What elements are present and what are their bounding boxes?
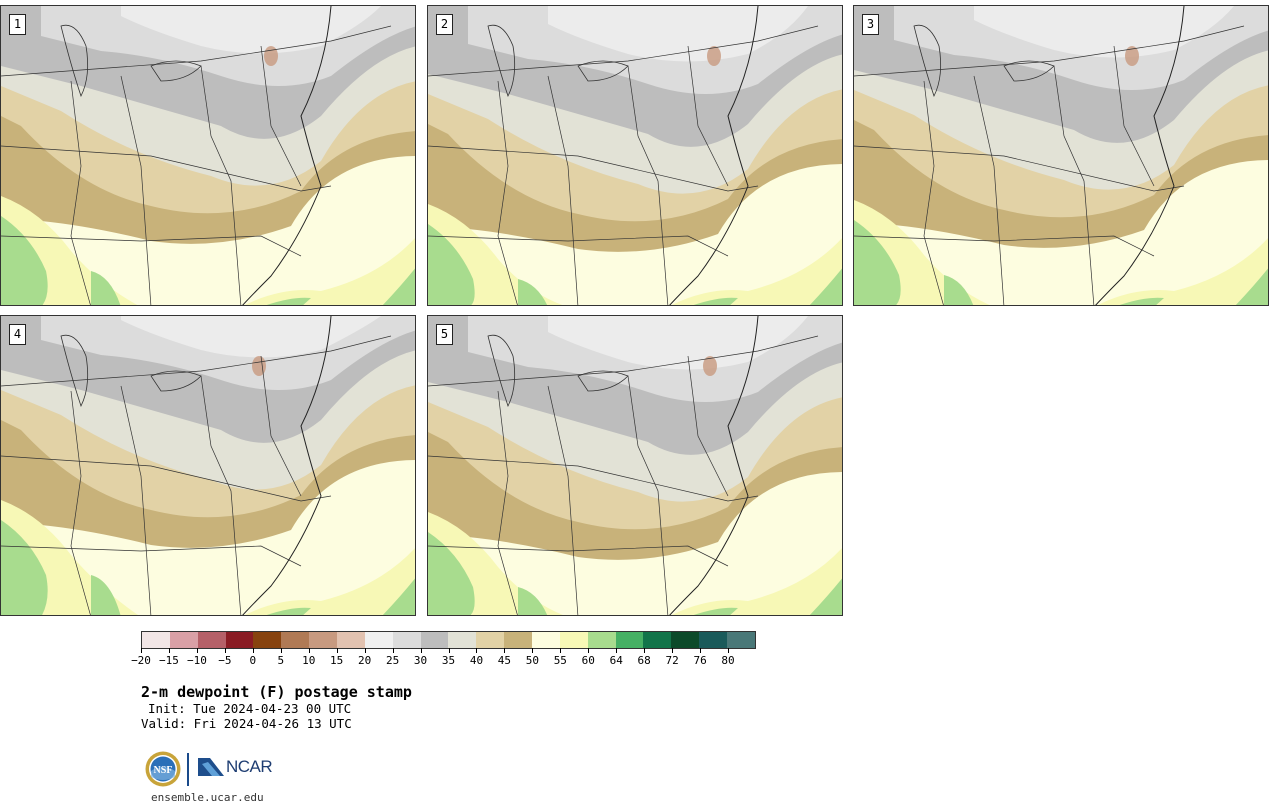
nsf-logo-text: NSF [154, 765, 173, 776]
colorbar-tick-label: 80 [721, 654, 735, 667]
colorbar-tick-label: 10 [302, 654, 316, 667]
colorbar-swatch [337, 632, 365, 648]
colorbar-swatch [587, 632, 616, 648]
colorbar-tick-label: 40 [469, 654, 484, 667]
colorbar-tick-label: 0 [249, 654, 257, 667]
ncar-logo: NCAR [198, 757, 273, 777]
colorbar-swatch [225, 632, 254, 648]
colorbar-tick [700, 648, 702, 653]
colorbar-swatch [532, 632, 560, 648]
site-url: ensemble.ucar.edu [151, 791, 264, 804]
colorbar [141, 631, 756, 649]
colorbar-tick-label: 45 [497, 654, 512, 667]
colorbar-swatch [169, 632, 198, 648]
colorbar-tick [616, 648, 618, 653]
colorbar-tick-label: 15 [330, 654, 344, 667]
colorbar-tick [280, 648, 282, 653]
colorbar-tick-label: 64 [609, 654, 623, 667]
colorbar-tick-label: −5 [218, 654, 232, 667]
colorbar-tick-label: −20 [131, 654, 151, 667]
map-panel-4: 4 [0, 315, 416, 616]
init-time: Init: Tue 2024-04-23 00 UTC [148, 701, 352, 716]
colorbar-tick [141, 648, 142, 653]
colorbar-swatch [392, 632, 421, 648]
colorbar-tick [392, 648, 394, 653]
dewpoint-map [1, 6, 415, 305]
nsf-logo: NSF [145, 751, 181, 787]
colorbar-swatch [504, 632, 533, 648]
colorbar-swatch [727, 632, 755, 648]
colorbar-tick-label: 76 [693, 654, 707, 667]
logo-divider [187, 753, 189, 786]
plot-title: 2-m dewpoint (F) postage stamp [141, 683, 412, 701]
colorbar-swatch [253, 632, 282, 648]
colorbar-tick [448, 648, 450, 653]
dewpoint-map [854, 6, 1268, 305]
dewpoint-map [428, 316, 842, 615]
colorbar-tick-label: 72 [665, 654, 679, 667]
dewpoint-map [1, 316, 415, 615]
colorbar-tick-label: 5 [277, 654, 285, 667]
colorbar-swatch [615, 632, 644, 648]
map-panel-5: 5 [427, 315, 843, 616]
colorbar-tick-label: −15 [159, 654, 179, 667]
panel-number-label: 5 [436, 324, 453, 345]
colorbar-tick-label: 35 [441, 654, 456, 667]
colorbar-tick-label: 25 [385, 654, 400, 667]
colorbar-tick [420, 648, 422, 653]
colorbar-ticks: −20 −15 −10 −5 0 5 10 15 20 25 30 35 40 45 50 55 60 64 68 7… [131, 648, 756, 672]
colorbar-tick [532, 648, 534, 653]
colorbar-swatch [364, 632, 393, 648]
colorbar-tick [672, 648, 674, 653]
colorbar-tick-label: 68 [637, 654, 651, 667]
colorbar-swatch [699, 632, 728, 648]
colorbar-tick [476, 648, 478, 653]
valid-time: Valid: Fri 2024-04-26 13 UTC [141, 716, 352, 731]
colorbar-tick [336, 648, 338, 653]
map-panel-1: 1 [0, 5, 416, 306]
colorbar-swatch [281, 632, 310, 648]
panel-number-label: 4 [9, 324, 26, 345]
colorbar-swatch [671, 632, 700, 648]
colorbar-tick [364, 648, 366, 653]
colorbar-tick-label: 30 [413, 654, 428, 667]
panel-number-label: 3 [862, 14, 879, 35]
colorbar-tick-label: 60 [581, 654, 595, 667]
colorbar-swatch [309, 632, 338, 648]
panel-number-label: 2 [436, 14, 453, 35]
colorbar-tick [168, 648, 170, 653]
colorbar-swatch [142, 632, 170, 648]
colorbar-tick [252, 648, 254, 653]
colorbar-tick-label: 50 [525, 654, 539, 667]
ncar-mark-icon [198, 758, 224, 776]
ncar-logo-text: NCAR [226, 757, 273, 776]
colorbar-swatch [420, 632, 449, 648]
colorbar-tick [504, 648, 506, 653]
map-panel-3: 3 [853, 5, 1269, 306]
map-panel-2: 2 [427, 5, 843, 306]
panel-number-label: 1 [9, 14, 26, 35]
colorbar-tick [588, 648, 590, 653]
colorbar-swatch [643, 632, 672, 648]
colorbar-tick-label: 55 [553, 654, 567, 667]
colorbar-tick [196, 648, 198, 653]
dewpoint-map [428, 6, 842, 305]
colorbar-swatch [448, 632, 477, 648]
colorbar-tick [728, 648, 730, 653]
colorbar-swatch [559, 632, 588, 648]
colorbar-tick-label: 20 [358, 654, 372, 667]
colorbar-swatch [197, 632, 226, 648]
colorbar-tick-label: −10 [186, 654, 207, 667]
colorbar-tick [560, 648, 562, 653]
colorbar-tick [644, 648, 646, 653]
colorbar-tick [224, 648, 226, 653]
colorbar-tick [308, 648, 310, 653]
colorbar-swatch [476, 632, 505, 648]
